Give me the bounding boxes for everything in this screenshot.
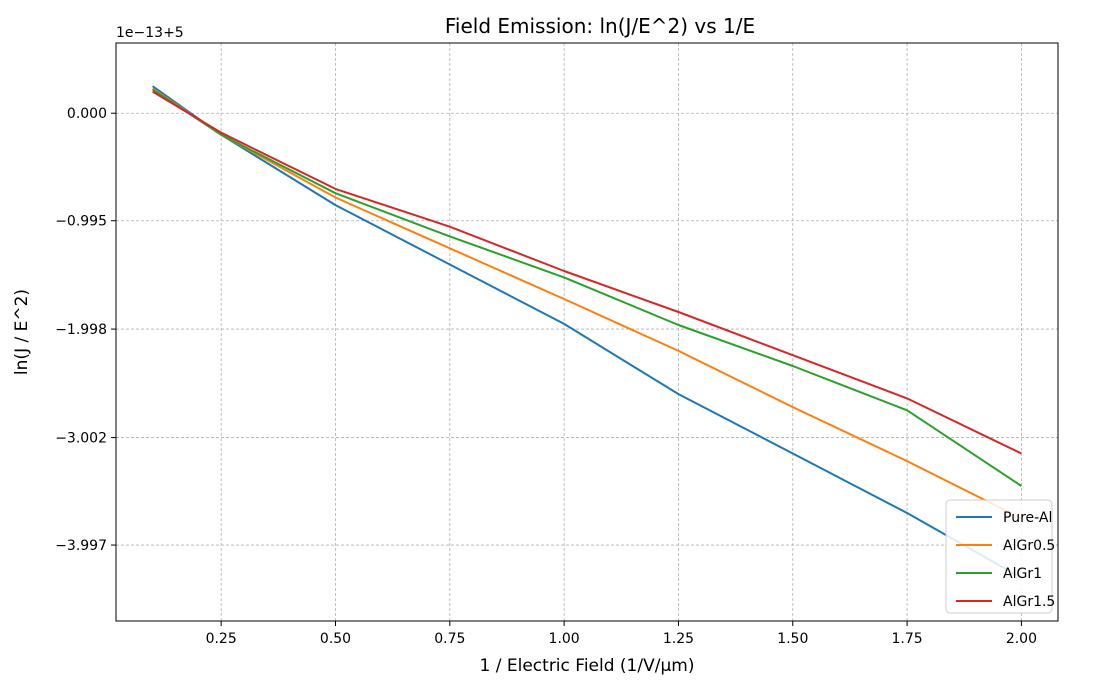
x-tick-label: 2.00	[1006, 631, 1037, 647]
x-axis-title: 1 / Electric Field (1/V/μm)	[480, 656, 695, 676]
y-axis-ticks: 0.000 −0.995 −1.998 −3.002 −3.997	[55, 106, 116, 554]
legend-label: Pure-Al	[1003, 510, 1052, 526]
y-tick-label: −3.002	[55, 431, 107, 447]
legend-label: AlGr1.5	[1003, 594, 1055, 610]
y-axis-title: ln(J / E^2)	[12, 289, 32, 375]
x-tick-label: 0.25	[206, 631, 237, 647]
y-tick-label: 0.000	[67, 106, 107, 122]
x-tick-label: 1.25	[663, 631, 694, 647]
legend-label: AlGr0.5	[1003, 538, 1055, 554]
x-tick-label: 1.75	[892, 631, 923, 647]
x-axis-ticks: 0.25 0.50 0.75 1.00 1.25 1.50 1.75 2.00	[206, 621, 1037, 647]
series-line-2	[152, 88, 1022, 487]
x-tick-label: 0.50	[320, 631, 351, 647]
series-lines	[152, 85, 1022, 579]
series-line-0	[152, 85, 1022, 579]
y-tick-label: −0.995	[55, 214, 107, 230]
x-tick-label: 1.50	[777, 631, 808, 647]
x-tick-label: 1.00	[549, 631, 580, 647]
grid-lines	[116, 43, 1058, 621]
series-line-1	[152, 87, 1022, 520]
legend: Pure-Al AlGr0.5 AlGr1 AlGr1.5	[945, 499, 1055, 614]
series-line-3	[152, 90, 1022, 455]
y-tick-label: −3.997	[55, 538, 107, 554]
legend-box	[945, 499, 1053, 614]
x-tick-label: 0.75	[434, 631, 465, 647]
plot-frame	[115, 42, 1059, 622]
y-tick-label: −1.998	[55, 322, 107, 338]
legend-label: AlGr1	[1003, 566, 1042, 582]
y-offset-label: 1e−13+5	[116, 25, 184, 41]
chart-title: Field Emission: ln(J/E^2) vs 1/E	[445, 14, 755, 38]
